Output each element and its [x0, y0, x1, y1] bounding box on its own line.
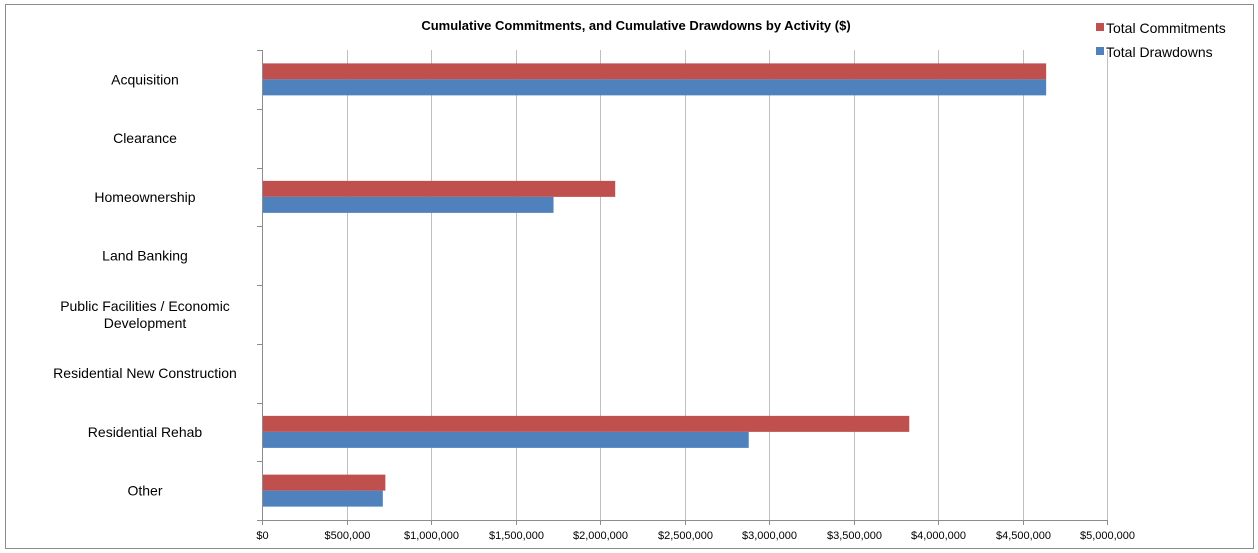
- x-tick-label: $4,500,000: [996, 530, 1051, 542]
- legend-swatch: [1096, 23, 1104, 31]
- bar-chart: Cumulative Commitments, and Cumulative D…: [53, 18, 1226, 542]
- chart-title: Cumulative Commitments, and Cumulative D…: [421, 18, 850, 33]
- x-tick-label: $1,500,000: [489, 530, 544, 542]
- category-label: Residential Rehab: [88, 424, 203, 440]
- bar-total-drawdowns: [263, 196, 554, 213]
- legend-swatch: [1096, 47, 1104, 55]
- x-tick-label: $2,500,000: [658, 530, 713, 542]
- grid-lines: [347, 50, 1108, 520]
- x-tick-label: $3,500,000: [827, 530, 882, 542]
- category-label-line: Residential New Construction: [53, 365, 237, 381]
- category-label-line: Public Facilities / Economic: [60, 298, 230, 314]
- category-label-line: Land Banking: [102, 248, 188, 264]
- bar-total-commitments: [263, 180, 616, 197]
- category-label-line: Homeownership: [94, 189, 195, 205]
- category-label: Acquisition: [111, 71, 179, 87]
- category-label-line: Residential Rehab: [88, 424, 203, 440]
- x-tick-label: $1,000,000: [404, 530, 459, 542]
- bar-total-commitments: [263, 415, 910, 432]
- bars: [263, 63, 1047, 507]
- legend-label: Total Commitments: [1106, 20, 1226, 36]
- bar-total-commitments: [263, 474, 386, 491]
- category-label: Clearance: [113, 130, 177, 146]
- category-label-line: Acquisition: [111, 71, 179, 87]
- category-label-line: Other: [127, 483, 162, 499]
- chart-frame: Cumulative Commitments, and Cumulative D…: [5, 4, 1254, 549]
- x-tick-label: $3,000,000: [742, 530, 797, 542]
- category-label-line: Development: [104, 315, 187, 331]
- bar-total-drawdowns: [263, 79, 1047, 96]
- legend: Total Commitments Total Drawdowns: [1096, 20, 1226, 60]
- category-label: Public Facilities / Economic Development: [60, 298, 230, 331]
- bar-total-drawdowns: [263, 490, 383, 507]
- category-label: Other: [127, 483, 162, 499]
- category-label-line: Clearance: [113, 130, 177, 146]
- legend-label: Total Drawdowns: [1106, 44, 1213, 60]
- bar-total-drawdowns: [263, 431, 749, 448]
- bar-total-commitments: [263, 63, 1047, 80]
- x-tick-label: $4,000,000: [911, 530, 966, 542]
- category-label: Homeownership: [94, 189, 195, 205]
- x-tick-label: $500,000: [325, 530, 371, 542]
- x-tick-label: $2,000,000: [573, 530, 628, 542]
- category-label: Residential New Construction: [53, 365, 237, 381]
- axes: $0 $500,000 $1,000,000 $1,500,000 $2,000,000…: [53, 50, 1135, 542]
- category-label: Land Banking: [102, 248, 188, 264]
- x-tick-label: $0: [256, 530, 268, 542]
- x-tick-label: $5,000,000: [1080, 530, 1135, 542]
